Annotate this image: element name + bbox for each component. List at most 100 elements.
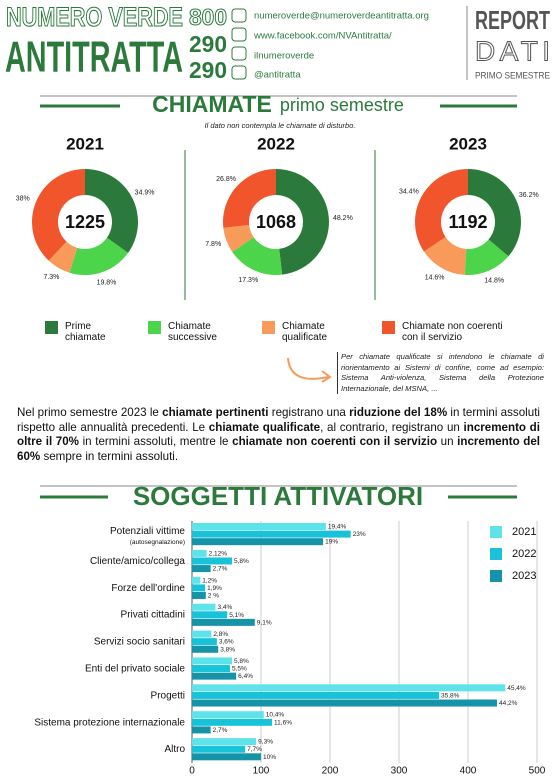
legend-label: Chiamate qualificate <box>282 321 327 343</box>
y-tick-label: Progetti <box>151 690 185 701</box>
bar <box>192 711 264 719</box>
pie-segment <box>48 241 78 273</box>
pie-title: 2022 <box>257 134 295 153</box>
pie-total: 1068 <box>256 212 296 232</box>
legend-label-text: Chiamate non coerenti <box>402 321 503 332</box>
legend-label: 2023 <box>512 570 536 582</box>
contact: @antitratta <box>254 70 301 81</box>
legend-label: Chiamate successive <box>168 321 217 343</box>
bold-text: chiamate non coerenti con il servizio <box>232 435 438 448</box>
summary-paragraph: Nel primo semestre 2023 le chiamate pert… <box>17 406 540 464</box>
legend-swatch <box>382 321 395 334</box>
y-tick-label: Potenziali vittime <box>110 526 185 537</box>
bar <box>192 691 440 699</box>
x-tick-label: 200 <box>322 766 339 776</box>
mail-icon <box>231 8 247 23</box>
bar-label: 6,4% <box>238 673 253 680</box>
bar-label: 1,9% <box>207 585 222 592</box>
arrow-head <box>321 370 332 383</box>
bold-text: chiamate qualificate <box>208 420 321 434</box>
bar-label: 5,8% <box>234 658 249 665</box>
bar <box>192 699 497 707</box>
period: PRIMO SEMESTRE <box>475 70 550 80</box>
bold-text: incremento del 60% <box>17 435 541 463</box>
bar <box>192 591 206 599</box>
bar <box>192 576 201 584</box>
bar-label: 19,4% <box>328 524 347 531</box>
bar <box>192 638 217 646</box>
contact: ilnumeroverde <box>254 51 314 62</box>
bar <box>192 538 324 546</box>
bar <box>192 672 237 680</box>
pie-label: 7.3% <box>43 274 59 281</box>
text: Nel primo semestre 2023 le <box>17 406 163 419</box>
bar <box>192 603 216 611</box>
bar <box>192 565 211 573</box>
bar-label: 9,1% <box>257 619 272 626</box>
y-tick-label: Altro <box>164 744 185 755</box>
y-tick-label: Forze dell'ordine <box>111 583 185 594</box>
contact: www.facebook.com/NVAntitratta/ <box>253 31 392 42</box>
report-label: REPORT <box>475 5 550 35</box>
brand-line2: ANTITRATTA <box>5 33 183 82</box>
x-tick-label: 0 <box>189 766 195 776</box>
qualified-note: Per chiamate qualificate si intendono le… <box>337 352 544 394</box>
bar <box>192 745 246 753</box>
pie-segment <box>468 169 521 257</box>
legend-label-text: Prime <box>65 321 92 332</box>
pie-label: 36.2% <box>519 192 539 199</box>
pie-segment <box>223 225 254 252</box>
bar-label: 10% <box>263 754 276 761</box>
arrow <box>287 357 329 380</box>
bar <box>192 657 233 665</box>
bar <box>192 549 207 557</box>
y-tick-label: Enti del privato sociale <box>85 663 185 674</box>
facebook-icon <box>231 27 247 42</box>
bar <box>192 665 230 673</box>
bar-label: 11,6% <box>274 719 292 726</box>
pie-label: 34.9% <box>135 190 155 197</box>
bar-label: 7,7% <box>247 746 262 753</box>
bar-label: 45,4% <box>507 685 526 692</box>
text: un <box>437 435 458 448</box>
report-label: DATI <box>475 35 550 66</box>
pie-segment <box>232 237 283 275</box>
bar <box>192 611 228 619</box>
y-tick-label: Cliente/amico/collega <box>90 556 185 567</box>
legend-label: 2021 <box>512 526 536 538</box>
pie-label: 34.4% <box>399 189 419 196</box>
category-note: (autosegnalazione) <box>130 539 185 546</box>
legend-label-text: chiamate <box>65 332 106 343</box>
bold-text: riduzione del 18% <box>349 406 448 419</box>
bar-label: 2,7% <box>213 566 228 573</box>
pie-title: 2023 <box>449 134 487 153</box>
pie-segment <box>223 169 276 228</box>
pie-total: 1192 <box>448 212 487 232</box>
legend-swatch <box>45 321 58 334</box>
legend-label: Chiamate non coerenti con il servizio <box>402 321 503 343</box>
legend-swatch <box>148 321 161 334</box>
text: in termini assoluti rispetto alle annual… <box>17 406 540 434</box>
bar-label: 19% <box>325 539 338 546</box>
bar-label: 2,12% <box>209 550 228 557</box>
bar-label: 35,8% <box>441 692 460 699</box>
pie-segment <box>69 237 129 276</box>
brand-line1: NUMERO VERDE <box>6 2 183 32</box>
pie-total: 1225 <box>65 212 105 232</box>
phone-part: 290 <box>189 57 227 83</box>
bar <box>192 738 257 746</box>
legend-swatch <box>262 321 275 334</box>
pie-label: 7.8% <box>205 241 221 248</box>
bold-text: chiamate pertinenti <box>162 406 269 419</box>
legend-label-text: successive <box>168 332 217 343</box>
legend-label-text: con il servizio <box>402 332 462 343</box>
y-tick-label: Privati cittadini <box>121 610 185 621</box>
bar <box>192 684 506 692</box>
pie-segment <box>423 237 467 275</box>
bar-label: 1,2% <box>202 577 217 584</box>
bar <box>192 718 273 726</box>
bar-label: 44,2% <box>499 700 518 707</box>
bar <box>192 630 212 638</box>
